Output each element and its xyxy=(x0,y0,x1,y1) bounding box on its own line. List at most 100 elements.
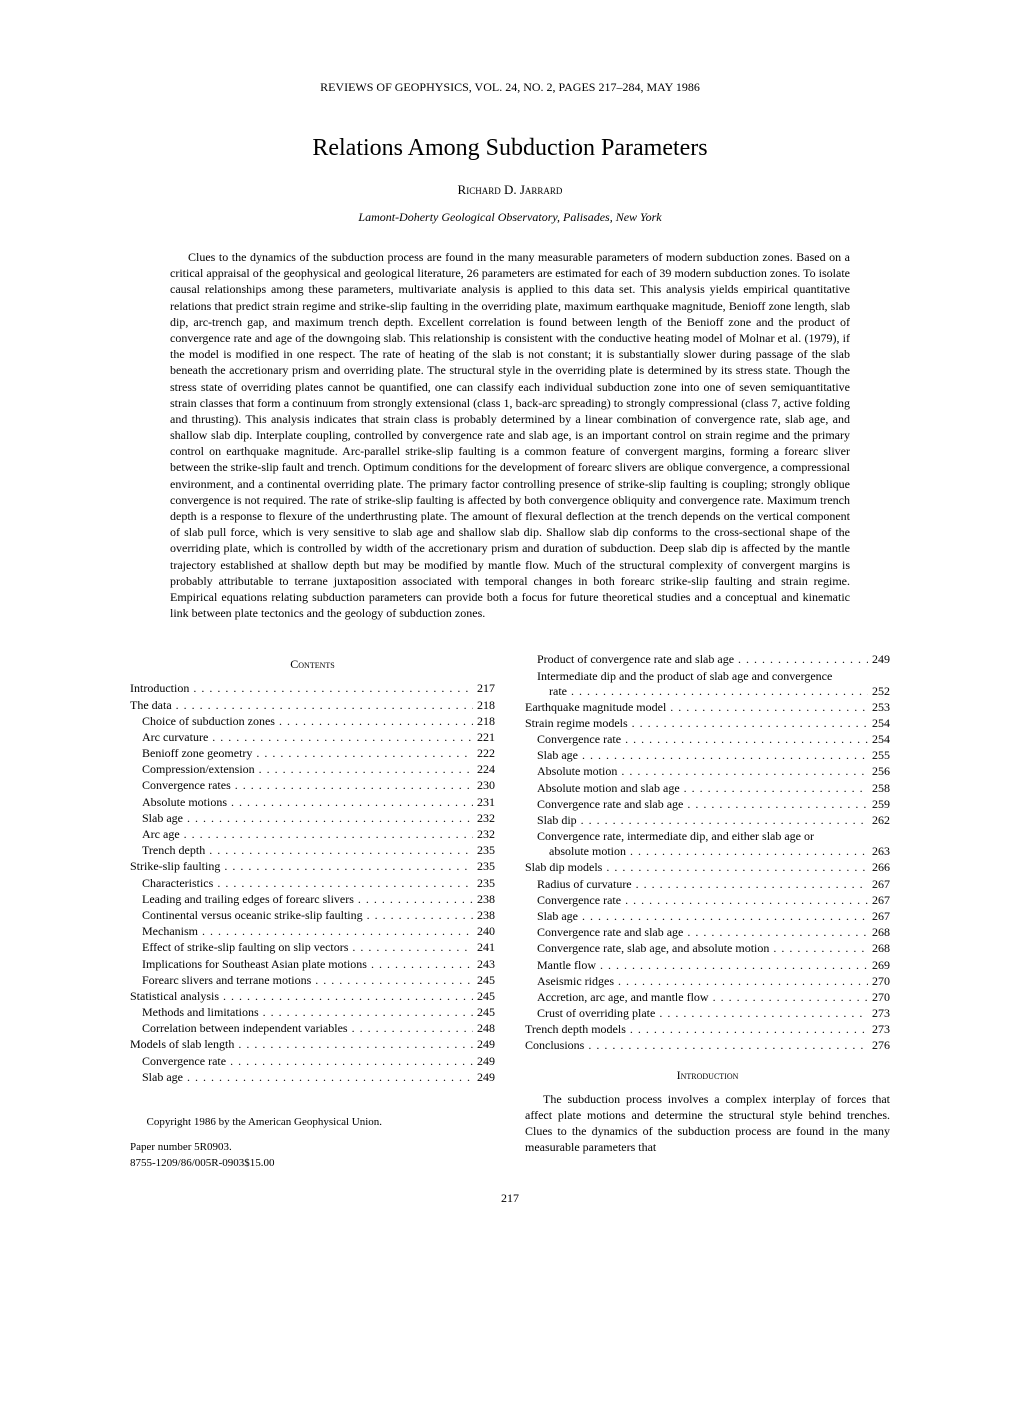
toc-leader-dots xyxy=(582,908,868,924)
toc-leader-dots xyxy=(618,973,868,989)
toc-page-number: 273 xyxy=(872,1005,890,1021)
toc-leader-dots xyxy=(367,907,473,923)
toc-entry: Forearc slivers and terrane motions 245 xyxy=(130,972,495,988)
toc-entry: Absolute motions231 xyxy=(130,794,495,810)
toc-leader-dots xyxy=(315,972,473,988)
toc-leader-dots xyxy=(187,810,473,826)
introduction-heading: Introduction xyxy=(525,1068,890,1083)
paper-title: Relations Among Subduction Parameters xyxy=(130,135,890,162)
toc-page-number: 230 xyxy=(477,777,495,793)
author-affiliation: Lamont-Doherty Geological Observatory, P… xyxy=(130,210,890,225)
toc-label: Slab age xyxy=(537,747,578,763)
toc-entry: Choice of subduction zones218 xyxy=(130,713,495,729)
toc-label: Arc curvature xyxy=(142,729,208,745)
toc-entry: Effect of strike-slip faulting on slip v… xyxy=(130,939,495,955)
toc-page-number: 235 xyxy=(477,858,495,874)
toc-page-number: 238 xyxy=(477,907,495,923)
two-column-layout: Contents Introduction217The data218Choic… xyxy=(130,651,890,1171)
toc-leader-dots xyxy=(630,1021,868,1037)
toc-entry: Aseismic ridges270 xyxy=(525,973,890,989)
toc-label: Arc age xyxy=(142,826,180,842)
toc-label: Forearc slivers and terrane motions xyxy=(142,972,311,988)
toc-page-number: 249 xyxy=(872,651,890,667)
toc-leader-dots xyxy=(231,794,473,810)
toc-page-number: 248 xyxy=(477,1020,495,1036)
toc-label: Convergence rate xyxy=(537,892,621,908)
toc-page-number: 245 xyxy=(477,972,495,988)
toc-entry: Crust of overriding plate273 xyxy=(525,1005,890,1021)
toc-page-number: 269 xyxy=(872,957,890,973)
toc-leader-dots xyxy=(659,1005,868,1021)
toc-page-number: 255 xyxy=(872,747,890,763)
journal-header: REVIEWS OF GEOPHYSICS, VOL. 24, NO. 2, P… xyxy=(130,80,890,95)
toc-leader-dots xyxy=(184,826,473,842)
toc-label: Strike-slip faulting xyxy=(130,858,220,874)
toc-leader-dots xyxy=(621,763,868,779)
toc-page-number: 249 xyxy=(477,1036,495,1052)
toc-label: Models of slab length xyxy=(130,1036,234,1052)
toc-entry: Slab age 255 xyxy=(525,747,890,763)
toc-label: Continental versus oceanic strike-slip f… xyxy=(142,907,363,923)
toc-leader-dots xyxy=(773,940,868,956)
toc-leader-dots xyxy=(588,1037,868,1053)
toc-page-number: 232 xyxy=(477,826,495,842)
toc-entry: The data218 xyxy=(130,697,495,713)
toc-entry: Introduction217 xyxy=(130,680,495,696)
toc-label: Trench depth models xyxy=(525,1021,626,1037)
toc-leader-dots xyxy=(176,697,473,713)
toc-label: Convergence rate xyxy=(537,731,621,747)
toc-label: Convergence rate, slab age, and absolute… xyxy=(537,940,769,956)
toc-label: Leading and trailing edges of forearc sl… xyxy=(142,891,354,907)
toc-entry: Compression/extension224 xyxy=(130,761,495,777)
issn-text: 8755-1209/86/005R-0903$15.00 xyxy=(130,1156,495,1171)
toc-leader-dots xyxy=(738,651,868,667)
toc-entry: Characteristics235 xyxy=(130,875,495,891)
toc-page-number: 262 xyxy=(872,812,890,828)
toc-leader-dots xyxy=(684,780,868,796)
toc-leader-dots xyxy=(212,729,473,745)
toc-label: absolute motion xyxy=(549,844,626,859)
toc-right: Product of convergence rate and slab age… xyxy=(525,651,890,1053)
toc-leader-dots xyxy=(209,842,473,858)
toc-entry: Continental versus oceanic strike-slip f… xyxy=(130,907,495,923)
toc-label: Accretion, arc age, and mantle flow xyxy=(537,989,709,1005)
toc-label: Slab age xyxy=(142,810,183,826)
toc-leader-dots xyxy=(687,924,868,940)
toc-leader-dots xyxy=(636,876,868,892)
toc-label: Convergence rate, intermediate dip, and … xyxy=(537,828,890,844)
toc-entry: Mechanism240 xyxy=(130,923,495,939)
toc-entry: Convergence rates230 xyxy=(130,777,495,793)
toc-label: Mantle flow xyxy=(537,957,596,973)
toc-page-number: 267 xyxy=(872,876,890,892)
toc-entry: Intermediate dip and the product of slab… xyxy=(525,668,890,684)
toc-leader-dots xyxy=(625,731,868,747)
toc-leader-dots xyxy=(256,745,473,761)
toc-entry: Implications for Southeast Asian plate m… xyxy=(130,956,495,972)
toc-leader-dots xyxy=(193,680,473,696)
toc-leader-dots xyxy=(687,796,868,812)
toc-entry: Slab age232 xyxy=(130,810,495,826)
toc-page-number: 273 xyxy=(872,1021,890,1037)
toc-entry: Strain regime models254 xyxy=(525,715,890,731)
toc-leader-dots xyxy=(352,1020,473,1036)
toc-label: Convergence rate and slab age xyxy=(537,924,683,940)
toc-entry: Conclusions276 xyxy=(525,1037,890,1053)
contents-heading: Contents xyxy=(130,657,495,672)
intro-body: The subduction process involves a comple… xyxy=(525,1091,890,1156)
author-name: Richard D. Jarrard xyxy=(130,182,890,198)
toc-entry: Convergence rate and slab age259 xyxy=(525,796,890,812)
toc-entry: Convergence rate267 xyxy=(525,892,890,908)
toc-entry: Statistical analysis245 xyxy=(130,988,495,1004)
toc-leader-dots xyxy=(230,1053,473,1069)
toc-page-number: 252 xyxy=(872,684,890,699)
toc-label: Introduction xyxy=(130,680,189,696)
toc-page-number: 254 xyxy=(872,715,890,731)
toc-label: Convergence rate xyxy=(142,1053,226,1069)
toc-page-number: 249 xyxy=(477,1053,495,1069)
copyright-text: Copyright 1986 by the American Geophysic… xyxy=(130,1115,495,1130)
toc-label: Absolute motions xyxy=(142,794,227,810)
toc-entry: Slab dip models266 xyxy=(525,859,890,875)
toc-page-number: 266 xyxy=(872,859,890,875)
toc-page-number: 224 xyxy=(477,761,495,777)
toc-entry: Convergence rate, intermediate dip, and … xyxy=(525,828,890,844)
